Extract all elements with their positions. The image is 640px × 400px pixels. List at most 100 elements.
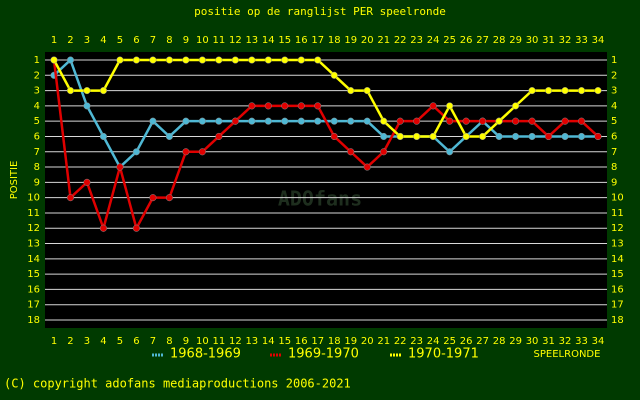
point xyxy=(264,56,272,64)
y-axis-label: POSITIE xyxy=(9,161,20,200)
point xyxy=(577,87,586,95)
point xyxy=(198,117,206,125)
x-axis-label: SPEELRONDE xyxy=(534,349,601,360)
x-tick-label-top: 18 xyxy=(328,35,341,46)
point xyxy=(83,178,91,186)
x-tick-label-top: 19 xyxy=(344,35,357,46)
x-tick-label-top: 17 xyxy=(311,35,324,46)
point xyxy=(99,87,108,95)
point xyxy=(528,132,536,141)
y-tick-label: 9 xyxy=(34,177,40,188)
x-tick-label: 20 xyxy=(361,336,374,347)
point xyxy=(462,117,470,125)
x-tick-label-top: 1 xyxy=(51,35,57,46)
x-tick-label-top: 22 xyxy=(394,35,407,46)
series-line xyxy=(52,59,599,233)
x-tick-label: 17 xyxy=(311,336,324,347)
x-tick-label: 22 xyxy=(394,336,407,347)
point xyxy=(429,132,437,141)
y-tick-label-right: 4 xyxy=(611,101,617,112)
point xyxy=(363,117,371,125)
point xyxy=(314,56,322,64)
point xyxy=(561,132,569,141)
point xyxy=(165,132,173,141)
y-tick-label: 5 xyxy=(34,116,40,127)
x-tick-label-top: 33 xyxy=(575,35,588,46)
x-tick-label: 11 xyxy=(212,336,225,347)
x-tick-label: 4 xyxy=(100,336,106,347)
x-tick-label: 2 xyxy=(67,336,73,347)
point xyxy=(429,102,437,110)
y-tick-label-right: 8 xyxy=(611,162,617,173)
point xyxy=(314,102,322,110)
point xyxy=(281,102,289,110)
point xyxy=(149,194,157,202)
x-tick-label: 21 xyxy=(377,336,390,347)
y-tick-label-right: 11 xyxy=(611,208,624,219)
y-tick-label-right: 7 xyxy=(611,147,617,158)
y-tick-label: 2 xyxy=(34,70,40,81)
legend-item: 1968-1969 xyxy=(152,347,241,362)
point xyxy=(281,117,289,125)
point xyxy=(66,87,75,95)
legend-item: 1969-1970 xyxy=(270,347,359,362)
point xyxy=(396,117,404,125)
y-tick-label-right: 14 xyxy=(611,254,624,265)
legend-item: 1970-1971 xyxy=(390,347,479,362)
x-tick-label-top: 28 xyxy=(493,35,506,46)
x-tick-label-top: 11 xyxy=(212,35,225,46)
point xyxy=(198,56,206,64)
y-tick-label-right: 16 xyxy=(611,284,624,295)
x-tick-label: 6 xyxy=(133,336,139,347)
x-tick-label: 31 xyxy=(542,336,555,347)
point xyxy=(215,132,223,141)
y-tick-label-right: 12 xyxy=(611,223,624,234)
x-tick-label-top: 23 xyxy=(410,35,423,46)
point xyxy=(182,56,190,64)
point xyxy=(231,56,239,64)
x-tick-label-top: 25 xyxy=(443,35,456,46)
y-tick-label: 3 xyxy=(34,86,40,97)
y-tick-label-right: 18 xyxy=(611,315,624,326)
point xyxy=(116,56,124,64)
point xyxy=(512,117,520,125)
point xyxy=(594,132,602,141)
y-tick-label-right: 6 xyxy=(611,131,617,142)
point xyxy=(479,132,487,141)
x-tick-label-top: 15 xyxy=(278,35,291,46)
point xyxy=(462,132,470,141)
y-tick-label-right: 3 xyxy=(611,86,617,97)
x-tick-label-top: 2 xyxy=(67,35,73,46)
y-tick-label: 17 xyxy=(27,300,40,311)
x-tick-label-top: 3 xyxy=(84,35,90,46)
x-tick-label-top: 29 xyxy=(509,35,522,46)
point xyxy=(66,194,75,202)
point xyxy=(594,87,602,95)
point xyxy=(248,102,256,110)
point xyxy=(413,132,421,141)
y-tick-label-right: 9 xyxy=(611,177,617,188)
y-tick-label-right: 1 xyxy=(611,55,617,66)
y-tick-label: 11 xyxy=(27,208,40,219)
x-tick-label-top: 34 xyxy=(592,35,605,46)
x-tick-label: 13 xyxy=(245,336,258,347)
point xyxy=(132,148,140,156)
x-tick-label-top: 16 xyxy=(295,35,308,46)
point xyxy=(165,194,173,202)
x-tick-label-top: 26 xyxy=(460,35,473,46)
x-tick-label: 10 xyxy=(196,336,209,347)
point xyxy=(544,132,553,141)
point xyxy=(413,117,421,125)
point xyxy=(264,102,272,110)
x-tick-label: 19 xyxy=(344,336,357,347)
footer: (C) copyright adofans mediaproductions 2… xyxy=(4,377,351,391)
point xyxy=(479,117,487,125)
point xyxy=(363,163,371,171)
point xyxy=(561,117,569,125)
y-tick-label: 14 xyxy=(27,254,40,265)
y-tick-label: 7 xyxy=(34,147,40,158)
point xyxy=(231,117,239,125)
series-line xyxy=(52,58,598,138)
point xyxy=(198,148,206,156)
